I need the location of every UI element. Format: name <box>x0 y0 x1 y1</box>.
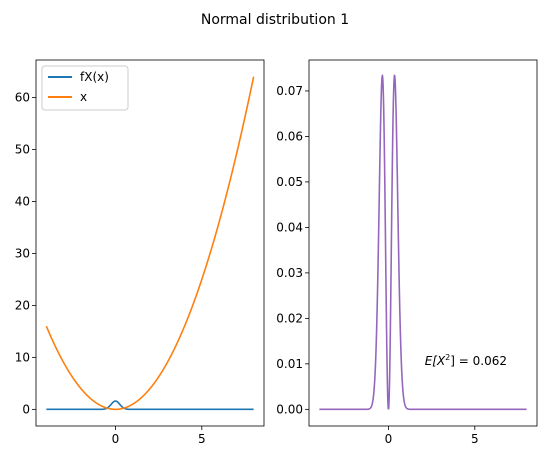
legend-label-x: x <box>80 90 87 104</box>
right-x-tick-label: 5 <box>471 432 479 446</box>
left-y-tick-label: 10 <box>15 350 30 364</box>
right-series-line-0 <box>319 74 527 411</box>
left-y-tick-label: 20 <box>15 298 30 312</box>
legend-label-fx: fX(x) <box>80 70 109 84</box>
chart-suptitle: Normal distribution 1 <box>201 12 349 28</box>
left-axes-frame <box>35 59 265 427</box>
left-series-line-0 <box>46 400 254 411</box>
right-y-tick-label: 0.04 <box>276 220 303 234</box>
right-axes-frame <box>308 59 538 427</box>
left-x-tick-label: 5 <box>198 432 206 446</box>
left-x-tick-label: 0 <box>112 432 120 446</box>
expectation-annotation: E[X2] = 0.062 <box>425 353 507 368</box>
annotation-prefix: E[X <box>425 354 446 368</box>
right-y-tick-label: 0.03 <box>276 266 303 280</box>
right-y-tick-label: 0.07 <box>276 84 303 98</box>
left-y-tick-label: 50 <box>15 142 30 156</box>
right-y-tick-label: 0.01 <box>276 357 303 371</box>
right-y-ticks: 0.00 0.01 0.02 0.03 0.04 0.05 0.06 0.07 <box>276 84 309 416</box>
left-y-tick-label: 0 <box>22 402 30 416</box>
legend: fX(x) x <box>41 65 129 111</box>
right-y-tick-label: 0.05 <box>276 175 303 189</box>
right-series-lines <box>319 74 527 411</box>
left-y-tick-label: 40 <box>15 194 30 208</box>
left-y-tick-label: 30 <box>15 246 30 260</box>
right-y-tick-label: 0.06 <box>276 129 303 143</box>
left-y-tick-label: 60 <box>15 90 30 104</box>
annotation-suffix: ] = 0.062 <box>450 354 507 368</box>
right-y-tick-label: 0.00 <box>276 402 303 416</box>
annotation-superscript: 2 <box>445 353 450 362</box>
right-x-tick-label: 0 <box>385 432 393 446</box>
right-y-tick-label: 0.02 <box>276 311 303 325</box>
left-series-lines <box>45 76 255 411</box>
left-y-ticks: 0 10 20 30 40 50 60 <box>15 90 36 416</box>
left-series-line-1 <box>45 76 255 411</box>
